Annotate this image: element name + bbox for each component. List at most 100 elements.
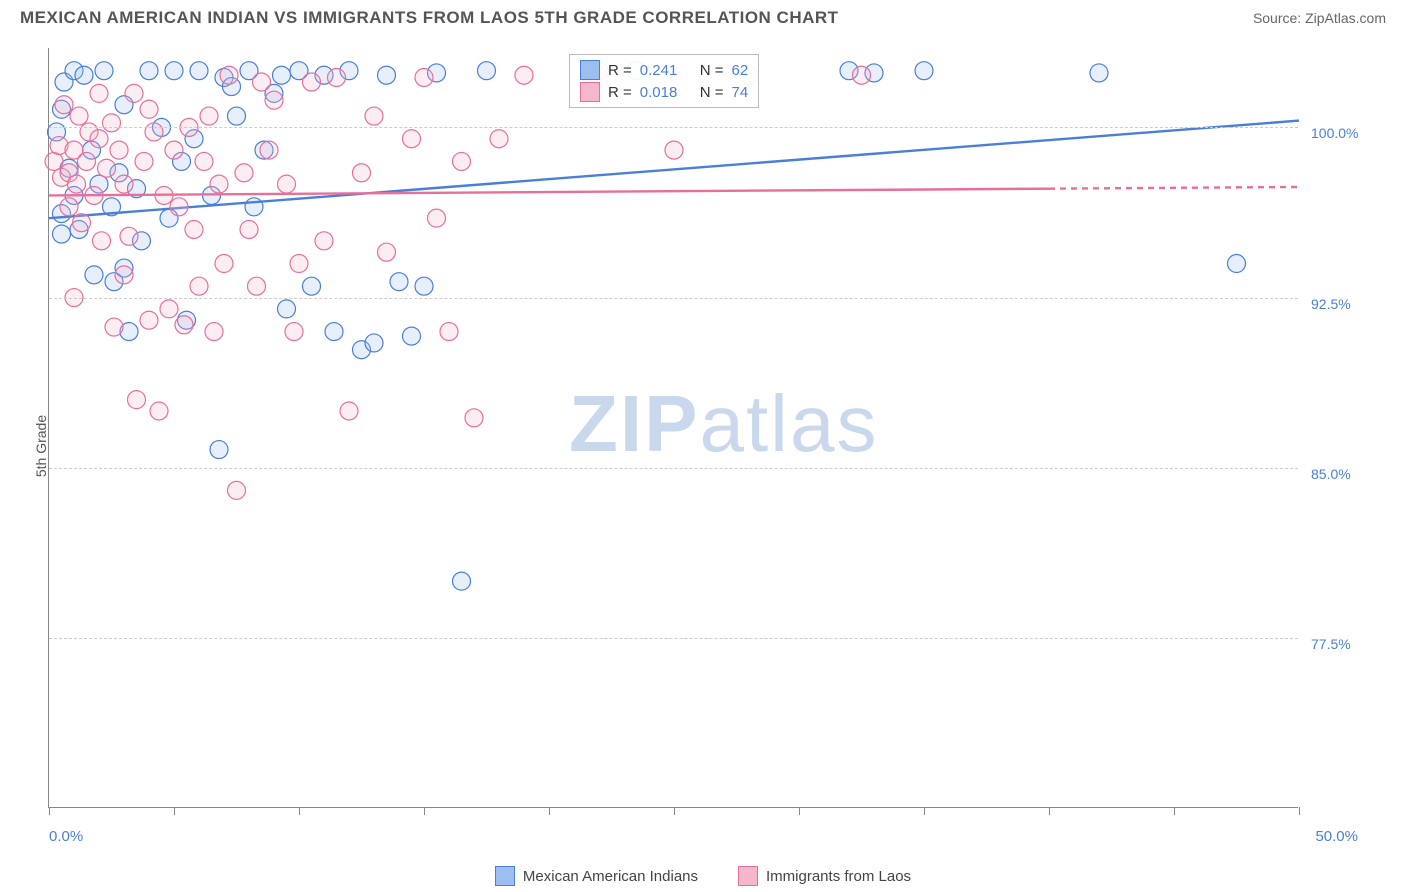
- data-point: [378, 66, 396, 84]
- y-tick-label: 77.5%: [1311, 636, 1351, 652]
- data-point: [195, 152, 213, 170]
- data-point: [55, 96, 73, 114]
- data-point: [340, 402, 358, 420]
- data-point: [328, 68, 346, 86]
- plot-area: ZIPatlas R =0.241N =62R =0.018N =74 77.5…: [48, 48, 1298, 808]
- legend-r-label: R =: [608, 84, 632, 101]
- chart-title: MEXICAN AMERICAN INDIAN VS IMMIGRANTS FR…: [20, 8, 839, 28]
- data-point: [165, 141, 183, 159]
- data-point: [403, 327, 421, 345]
- data-point: [265, 91, 283, 109]
- data-point: [120, 227, 138, 245]
- data-point: [68, 175, 86, 193]
- x-tick: [924, 807, 925, 815]
- x-tick: [1299, 807, 1300, 815]
- data-point: [440, 323, 458, 341]
- data-point: [200, 107, 218, 125]
- legend-r-value: 0.241: [640, 62, 692, 79]
- data-point: [90, 84, 108, 102]
- data-point: [140, 62, 158, 80]
- x-tick: [799, 807, 800, 815]
- data-point: [453, 572, 471, 590]
- legend-swatch: [580, 60, 600, 80]
- data-point: [85, 266, 103, 284]
- data-point: [78, 152, 96, 170]
- data-point: [145, 123, 163, 141]
- gridline: [49, 298, 1298, 299]
- x-tick: [1174, 807, 1175, 815]
- legend-n-value: 62: [732, 62, 749, 79]
- x-tick: [1049, 807, 1050, 815]
- legend-series: Mexican American Indians Immigrants from …: [0, 866, 1406, 886]
- data-point: [125, 84, 143, 102]
- legend-r-label: R =: [608, 62, 632, 79]
- data-point: [365, 334, 383, 352]
- data-point: [60, 198, 78, 216]
- legend-swatch: [738, 866, 758, 886]
- data-point: [428, 209, 446, 227]
- data-point: [110, 141, 128, 159]
- trend-line-extrapolated: [1049, 187, 1299, 189]
- data-point: [853, 66, 871, 84]
- data-point: [248, 277, 266, 295]
- legend-r-value: 0.018: [640, 84, 692, 101]
- data-point: [403, 130, 421, 148]
- data-point: [315, 232, 333, 250]
- data-point: [215, 255, 233, 273]
- x-tick: [174, 807, 175, 815]
- data-point: [1228, 255, 1246, 273]
- data-point: [140, 100, 158, 118]
- data-point: [235, 164, 253, 182]
- data-point: [160, 300, 178, 318]
- data-point: [185, 220, 203, 238]
- data-point: [285, 323, 303, 341]
- data-point: [365, 107, 383, 125]
- data-point: [228, 481, 246, 499]
- legend-series-item: Mexican American Indians: [495, 866, 698, 886]
- plot-svg: [49, 48, 1298, 807]
- legend-series-item: Immigrants from Laos: [738, 866, 911, 886]
- data-point: [378, 243, 396, 261]
- data-point: [1090, 64, 1108, 82]
- data-point: [70, 107, 88, 125]
- data-point: [240, 220, 258, 238]
- data-point: [190, 277, 208, 295]
- data-point: [453, 152, 471, 170]
- legend-correlation-row: R =0.018N =74: [580, 81, 748, 103]
- data-point: [93, 232, 111, 250]
- data-point: [260, 141, 278, 159]
- data-point: [98, 159, 116, 177]
- data-point: [140, 311, 158, 329]
- data-point: [73, 214, 91, 232]
- header-bar: MEXICAN AMERICAN INDIAN VS IMMIGRANTS FR…: [0, 0, 1406, 32]
- data-point: [390, 273, 408, 291]
- data-point: [128, 391, 146, 409]
- data-point: [95, 62, 113, 80]
- gridline: [49, 638, 1298, 639]
- data-point: [170, 198, 188, 216]
- gridline: [49, 468, 1298, 469]
- data-point: [210, 441, 228, 459]
- x-tick: [674, 807, 675, 815]
- data-point: [90, 130, 108, 148]
- data-point: [220, 66, 238, 84]
- chart-area: ZIPatlas R =0.241N =62R =0.018N =74 77.5…: [48, 48, 1298, 808]
- legend-series-label: Mexican American Indians: [523, 868, 698, 885]
- data-point: [490, 130, 508, 148]
- source-prefix: Source:: [1253, 10, 1305, 26]
- legend-n-label: N =: [700, 84, 724, 101]
- data-point: [273, 66, 291, 84]
- data-point: [303, 277, 321, 295]
- data-point: [53, 225, 71, 243]
- source-name: ZipAtlas.com: [1305, 10, 1386, 26]
- legend-correlation-row: R =0.241N =62: [580, 59, 748, 81]
- data-point: [515, 66, 533, 84]
- data-point: [105, 318, 123, 336]
- y-tick-label: 92.5%: [1311, 296, 1351, 312]
- legend-correlation-box: R =0.241N =62R =0.018N =74: [569, 54, 759, 108]
- data-point: [415, 277, 433, 295]
- data-point: [210, 175, 228, 193]
- data-point: [303, 73, 321, 91]
- data-point: [465, 409, 483, 427]
- legend-swatch: [495, 866, 515, 886]
